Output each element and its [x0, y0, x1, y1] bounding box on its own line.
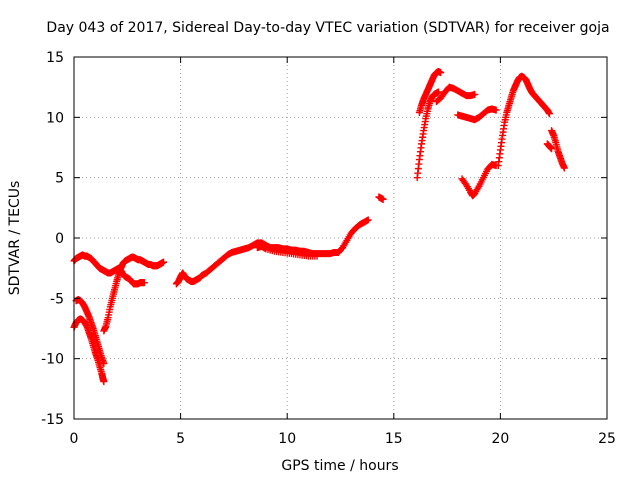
x-tick-label: 15 [385, 431, 403, 447]
x-tick-label: 25 [598, 431, 616, 447]
data-point [313, 252, 321, 260]
data-point [100, 378, 108, 386]
chart-title: Day 043 of 2017, Sidereal Day-to-day VTE… [46, 20, 609, 36]
data-point [140, 279, 148, 287]
x-axis-label: GPS time / hours [281, 458, 398, 474]
x-ticks: 0 5 10 15 20 25 [70, 57, 616, 447]
y-tick-label: 15 [46, 50, 64, 66]
y-tick-label: 5 [55, 171, 64, 187]
data-point [548, 145, 556, 153]
data-point [471, 90, 479, 98]
data-point [492, 106, 500, 114]
y-ticks: -15 -10 -5 0 5 10 15 [41, 50, 607, 428]
y-tick-label: 0 [55, 231, 64, 247]
y-tick-label: -15 [41, 412, 64, 428]
data-point [379, 195, 387, 203]
data-point [435, 88, 443, 96]
x-tick-label: 20 [491, 431, 509, 447]
data-point [100, 359, 108, 367]
y-tick-label: 10 [46, 110, 64, 126]
y-axis-label: SDTVAR / TECUs [7, 181, 23, 296]
x-tick-label: 10 [278, 431, 296, 447]
x-tick-label: 5 [176, 431, 185, 447]
data-point [364, 216, 372, 224]
data-point [160, 258, 168, 266]
data-point [560, 164, 568, 172]
data-points [70, 67, 568, 386]
y-tick-label: -5 [50, 291, 64, 307]
data-point [545, 110, 553, 118]
x-tick-label: 0 [70, 431, 79, 447]
plot-frame [73, 56, 608, 420]
data-point [437, 69, 445, 77]
y-tick-label: -10 [41, 352, 64, 368]
grid [74, 57, 607, 419]
